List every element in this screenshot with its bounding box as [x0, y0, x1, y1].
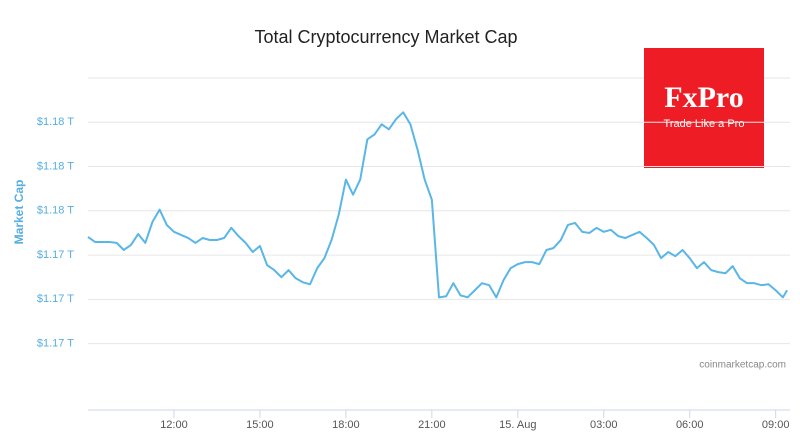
- y-tick-label: $1.17 T: [37, 338, 74, 350]
- y-tick-label: $1.18 T: [37, 160, 74, 172]
- y-tick-label: $1.17 T: [37, 249, 74, 261]
- y-axis-label: Market Cap: [12, 180, 26, 245]
- data-line: [87, 111, 788, 299]
- x-tick-label: 21:00: [418, 419, 446, 431]
- chart-title: Total Cryptocurrency Market Cap: [254, 27, 517, 47]
- logo-box: [644, 48, 764, 168]
- x-tick-label: 03:00: [590, 419, 618, 431]
- y-tick-label: $1.18 T: [37, 205, 74, 217]
- x-tick-label: 15:00: [246, 419, 274, 431]
- x-tick-label: 18:00: [332, 419, 360, 431]
- x-tick-label: 06:00: [676, 419, 704, 431]
- x-tick-label: 12:00: [160, 419, 188, 431]
- credits: coinmarketcap.com: [699, 360, 786, 371]
- y-tick-label: $1.18 T: [37, 116, 74, 128]
- logo-tagline: Trade Like a Pro: [664, 118, 745, 130]
- x-tick-label: 15. Aug: [499, 419, 536, 431]
- logo-text: FxPro: [664, 81, 743, 114]
- x-tick-label: 09:00: [762, 419, 790, 431]
- y-tick-label: $1.17 T: [37, 293, 74, 305]
